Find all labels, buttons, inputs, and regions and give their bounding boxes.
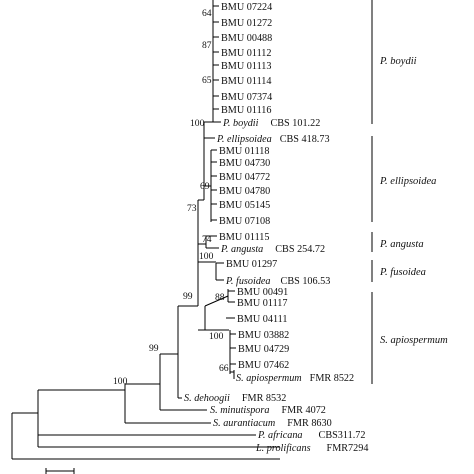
taxon-label: P. ellipsoidea CBS 418.73 — [216, 134, 330, 145]
taxon-label: BMU 00491 — [237, 287, 288, 298]
taxon-label: BMU 04729 — [238, 344, 289, 355]
clade-labels: P. boydii P. ellipsoidea P. angusta P. f… — [379, 56, 448, 346]
clade-label-fusoidea: P. fusoidea — [379, 267, 426, 278]
bootstrap-value: 64 — [202, 8, 212, 19]
tree-branches — [11, 0, 280, 460]
bootstrap-value: 69 — [200, 181, 210, 192]
clade-label-angusta: P. angusta — [379, 239, 424, 250]
clade-label-boydii: P. boydii — [379, 56, 417, 67]
taxon-label: BMU 07224 — [221, 2, 272, 13]
taxon-label: BMU 01114 — [221, 76, 271, 87]
bootstrap-value: 100 — [209, 331, 224, 342]
taxon-label: P. angusta CBS 254.72 — [220, 244, 325, 255]
taxon-label: BMU 03882 — [238, 330, 289, 341]
taxon-label: BMU 01116 — [221, 105, 271, 116]
taxon-label: BMU 05145 — [219, 200, 270, 211]
bootstrap-value: 65 — [202, 75, 212, 86]
taxon-label: BMU 00488 — [221, 33, 272, 44]
bootstrap-value: 100 — [113, 376, 128, 387]
clade-label-apiospermum: S. apiospermum — [380, 335, 448, 346]
taxon-label: BMU 04730 — [219, 158, 270, 169]
taxon-label: P. africana CBS311.72 — [257, 430, 365, 441]
taxon-label: BMU 01272 — [221, 18, 272, 29]
taxon-label: BMU 01118 — [219, 146, 269, 157]
taxon-label: BMU 04772 — [219, 172, 270, 183]
bootstrap-value: 100 — [199, 251, 214, 262]
taxon-label: BMU 04780 — [219, 186, 270, 197]
taxon-label: S. dehoogii FMR 8532 — [184, 393, 286, 404]
scale-bar — [45, 468, 75, 474]
taxon-labels: BMU 07224 BMU 01272 BMU 00488 BMU 01112 … — [184, 2, 368, 454]
taxon-label: BMU 01112 — [221, 48, 271, 59]
clade-label-ellipsoidea: P. ellipsoidea — [379, 176, 436, 187]
taxon-label: BMU 01297 — [226, 259, 277, 270]
bootstrap-value: 88 — [215, 292, 225, 303]
bootstrap-values: 64 87 65 100 69 73 74 100 99 88 100 66 9… — [113, 8, 229, 387]
bootstrap-value: 73 — [187, 203, 197, 214]
taxon-label: L. prolificans FMR7294 — [255, 443, 368, 454]
taxon-label: BMU 07108 — [219, 216, 270, 227]
taxon-label: S. minutispora FMR 4072 — [210, 405, 326, 416]
taxon-label: BMU 04111 — [237, 314, 287, 325]
bootstrap-value: 74 — [202, 234, 212, 245]
bootstrap-value: 87 — [202, 40, 212, 51]
taxon-label: P. fusoidea CBS 106.53 — [225, 276, 330, 287]
taxon-label: BMU 01115 — [219, 232, 269, 243]
bootstrap-value: 100 — [190, 118, 205, 129]
taxon-label: BMU 01113 — [221, 61, 271, 72]
taxon-label: BMU 07374 — [221, 92, 272, 103]
bootstrap-value: 99 — [149, 343, 159, 354]
bootstrap-value: 66 — [219, 363, 229, 374]
taxon-label: S. aurantiacum FMR 8630 — [213, 418, 332, 429]
taxon-label: S. apiospermum FMR 8522 — [236, 373, 354, 384]
taxon-label: BMU 07462 — [238, 360, 289, 371]
taxon-label: BMU 01117 — [237, 298, 287, 309]
taxon-label: P. boydii CBS 101.22 — [222, 118, 320, 129]
branch — [204, 295, 229, 307]
bootstrap-value: 99 — [183, 291, 193, 302]
